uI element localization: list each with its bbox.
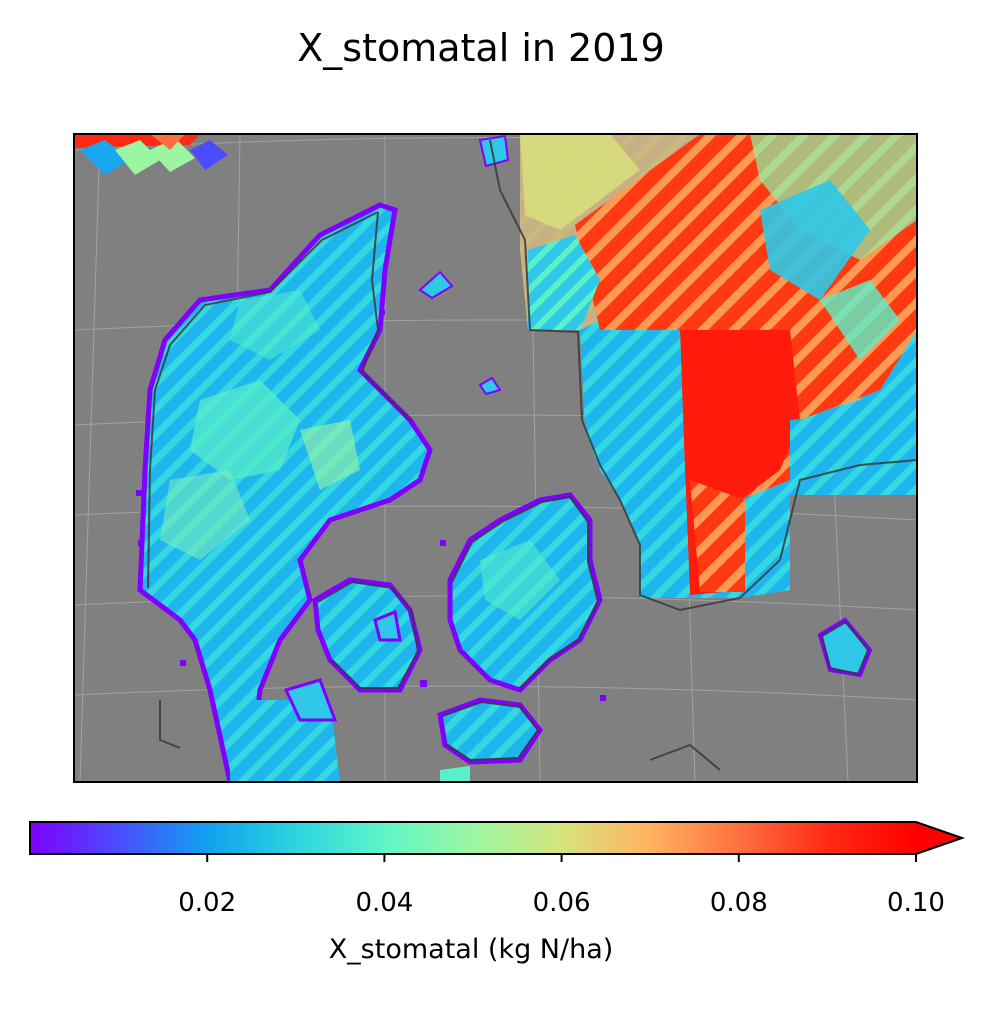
sweden-data-field: [520, 134, 917, 598]
colorbar-tick-label: 0.06: [533, 888, 591, 918]
colorbar-tick-label: 0.04: [355, 888, 413, 918]
funen-data-field: [312, 577, 423, 693]
colorbar-tick-label: 0.02: [178, 888, 236, 918]
colorbar-extend-arrow: [916, 822, 962, 854]
colorbar-tick-label: 0.08: [710, 888, 768, 918]
chart-title: X_stomatal in 2019: [297, 26, 665, 70]
colorbar-tick-label: 0.10: [887, 888, 945, 918]
map-frame: [73, 133, 918, 783]
lolland-data-field: [437, 697, 544, 765]
coastal-low-value-cells: [136, 310, 606, 701]
top-left-data-strip: [74, 134, 228, 175]
small-islands: [283, 134, 510, 722]
colorbar-ticks: 0.02 0.04 0.06 0.08 0.10: [178, 854, 945, 918]
coastlines: [147, 139, 917, 771]
colorbar-label: X_stomatal (kg N/ha): [328, 934, 614, 965]
colorbar-outline: [29, 821, 966, 855]
zealand-data-field: [447, 492, 603, 693]
jutland-data-field: [137, 202, 433, 782]
colorbar-gradient: [30, 822, 916, 854]
colorbar: 0.02 0.04 0.06 0.08 0.10: [29, 821, 966, 918]
